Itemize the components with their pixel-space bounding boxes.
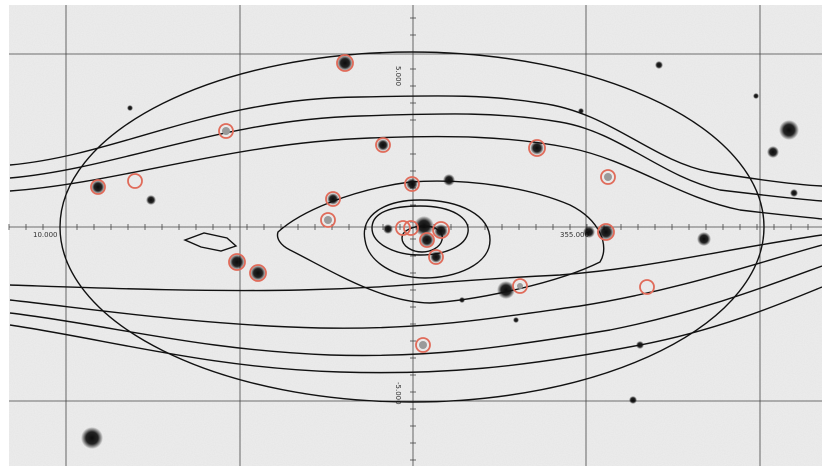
contour-lower-3 xyxy=(9,265,822,357)
point-source xyxy=(697,232,711,246)
contour-upper-3 xyxy=(9,135,822,220)
marker-circle[interactable] xyxy=(403,220,419,236)
grid-label-y-bottom: -5.000 xyxy=(394,382,402,405)
marker-circle[interactable] xyxy=(428,249,444,265)
marker-circle[interactable] xyxy=(639,279,655,295)
contour-inner-3 xyxy=(371,205,469,256)
marker-circle[interactable] xyxy=(127,173,143,189)
point-source xyxy=(530,141,544,155)
contour-lower-2 xyxy=(9,244,822,329)
marker-center xyxy=(517,283,523,289)
marker-layer xyxy=(90,54,655,353)
point-source xyxy=(767,146,779,158)
marker-circle[interactable] xyxy=(419,232,435,248)
marker-circle[interactable] xyxy=(404,176,420,192)
point-source xyxy=(629,396,637,404)
marker-centers xyxy=(222,127,612,349)
marker-center xyxy=(604,173,612,181)
marker-center xyxy=(222,127,230,135)
marker-circle[interactable] xyxy=(395,220,411,236)
point-source xyxy=(753,93,759,99)
marker-circle[interactable] xyxy=(325,191,341,207)
marker-center xyxy=(324,216,332,224)
contour-upper-2 xyxy=(9,113,822,202)
marker-circle[interactable] xyxy=(432,221,450,239)
marker-circle[interactable] xyxy=(597,223,615,241)
contour-inner-4 xyxy=(401,225,443,253)
grid-label-y-top: 5.000 xyxy=(394,66,402,86)
marker-circle[interactable] xyxy=(375,137,391,153)
sky-noise xyxy=(9,5,822,466)
point-source xyxy=(250,265,266,281)
marker-circle[interactable] xyxy=(336,54,354,72)
point-source xyxy=(146,195,156,205)
point-source xyxy=(81,427,103,449)
point-source xyxy=(229,254,245,270)
marker-circle[interactable] xyxy=(600,169,616,185)
contour-lower-1 xyxy=(9,234,822,292)
point-source xyxy=(127,105,133,111)
marker-circle[interactable] xyxy=(415,337,431,353)
contour-small-island xyxy=(183,232,238,252)
grid-label-x-right: 355.000 xyxy=(560,231,589,239)
marker-circle[interactable] xyxy=(528,139,546,157)
point-source xyxy=(497,281,515,299)
contour-lines xyxy=(9,51,822,403)
point-source xyxy=(790,189,798,197)
point-source xyxy=(583,226,595,238)
outer-ellipse xyxy=(59,51,765,403)
marker-circle[interactable] xyxy=(218,123,234,139)
point-source xyxy=(406,178,418,190)
marker-circle[interactable] xyxy=(249,264,267,282)
marker-center xyxy=(419,341,427,349)
marker-circle[interactable] xyxy=(320,212,336,228)
point-source xyxy=(337,55,353,71)
point-source xyxy=(383,224,393,234)
marker-circle[interactable] xyxy=(228,253,246,271)
sky-image xyxy=(9,5,822,466)
point-source xyxy=(434,224,448,238)
point-source xyxy=(513,317,519,323)
point-source xyxy=(655,61,663,69)
marker-circle[interactable] xyxy=(90,179,106,195)
marker-circle[interactable] xyxy=(512,278,528,294)
grid-label-x-left: 10.000 xyxy=(33,231,58,239)
point-source xyxy=(420,233,434,247)
contour-lower-4 xyxy=(9,286,822,374)
point-source xyxy=(377,139,389,151)
point-source xyxy=(779,120,799,140)
point-source xyxy=(443,174,455,186)
point-source xyxy=(91,180,105,194)
contour-upper-1 xyxy=(9,95,822,187)
contour-inner-2 xyxy=(363,199,491,279)
